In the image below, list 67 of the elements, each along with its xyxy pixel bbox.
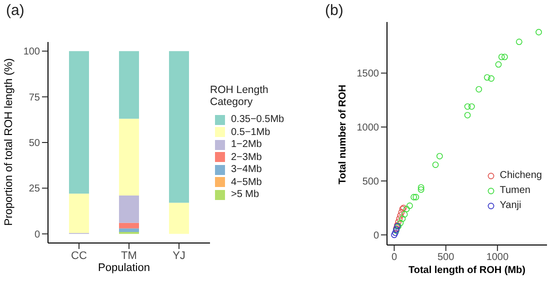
bar: [69, 51, 89, 194]
point: [397, 212, 404, 219]
legend-label: 0.5−1Mb: [231, 126, 270, 138]
point: [432, 162, 439, 168]
point: [516, 38, 522, 46]
chart-title: (b): [325, 2, 344, 19]
point: [436, 152, 443, 160]
chart-title: (a): [6, 2, 24, 19]
point: [403, 206, 410, 212]
point: [418, 184, 424, 191]
y-tick-label: 500: [362, 176, 380, 188]
point: [399, 215, 406, 222]
point: [418, 186, 424, 193]
legend-label: Tumen: [500, 185, 530, 196]
legend-label: Chicheng: [500, 170, 542, 181]
point: [406, 202, 413, 209]
point: [484, 74, 490, 81]
x-tick-label: 500: [437, 252, 455, 264]
point: [396, 215, 403, 222]
bar: [119, 228, 139, 232]
y-axis-title: Total number of ROH: [338, 84, 348, 184]
point: [464, 103, 471, 110]
point: [468, 103, 475, 110]
point: [401, 211, 408, 218]
legend-label: 2−3Mb: [231, 152, 262, 162]
x-tick-label: YJ: [172, 250, 186, 262]
bar: [119, 222, 139, 228]
bar: [119, 51, 139, 119]
point: [398, 209, 405, 216]
y-tick-label: 0: [373, 230, 380, 242]
y-tick-label: 0: [34, 229, 40, 240]
point: [476, 86, 482, 92]
x-tick-label: TM: [121, 250, 137, 262]
x-tick-label: 0: [391, 252, 398, 264]
y-tick-label: 100: [23, 46, 40, 58]
legend-label: 4−5Mb: [231, 176, 262, 188]
legend-label: 1−2Mb: [231, 139, 262, 150]
bar: [119, 195, 139, 223]
y-tick-label: 1000: [356, 122, 380, 134]
point: [412, 194, 420, 200]
point: [464, 112, 471, 118]
point: [495, 61, 502, 68]
legend-label: Yanji: [500, 200, 522, 211]
bar: [119, 118, 139, 196]
x-axis-title: Population: [97, 262, 151, 274]
point: [536, 28, 542, 36]
x-tick-label: CC: [71, 250, 87, 262]
point: [410, 194, 418, 200]
y-tick-label: 75: [28, 92, 40, 104]
legend-title: ROH Length Category: [210, 84, 270, 108]
point: [498, 54, 505, 60]
y-tick-label: 50: [28, 138, 40, 150]
bar: [169, 202, 189, 234]
bar: [169, 51, 189, 203]
point: [501, 54, 508, 60]
y-tick-label: 25: [28, 184, 40, 195]
legend-label: 0.35−0.5Mb: [231, 114, 284, 125]
y-tick-label: 1500: [356, 68, 380, 80]
legend-label: 3−4Mb: [231, 164, 262, 175]
bar: [69, 194, 89, 233]
x-axis-title: Total length of ROH (Mb): [407, 265, 526, 276]
point: [488, 75, 494, 82]
point: [391, 232, 398, 238]
x-tick-label: 1000: [486, 252, 510, 264]
legend-label: >5 Mb: [231, 189, 260, 200]
y-axis-title: Proportion of total ROH length (%): [3, 58, 15, 226]
point: [392, 230, 398, 236]
